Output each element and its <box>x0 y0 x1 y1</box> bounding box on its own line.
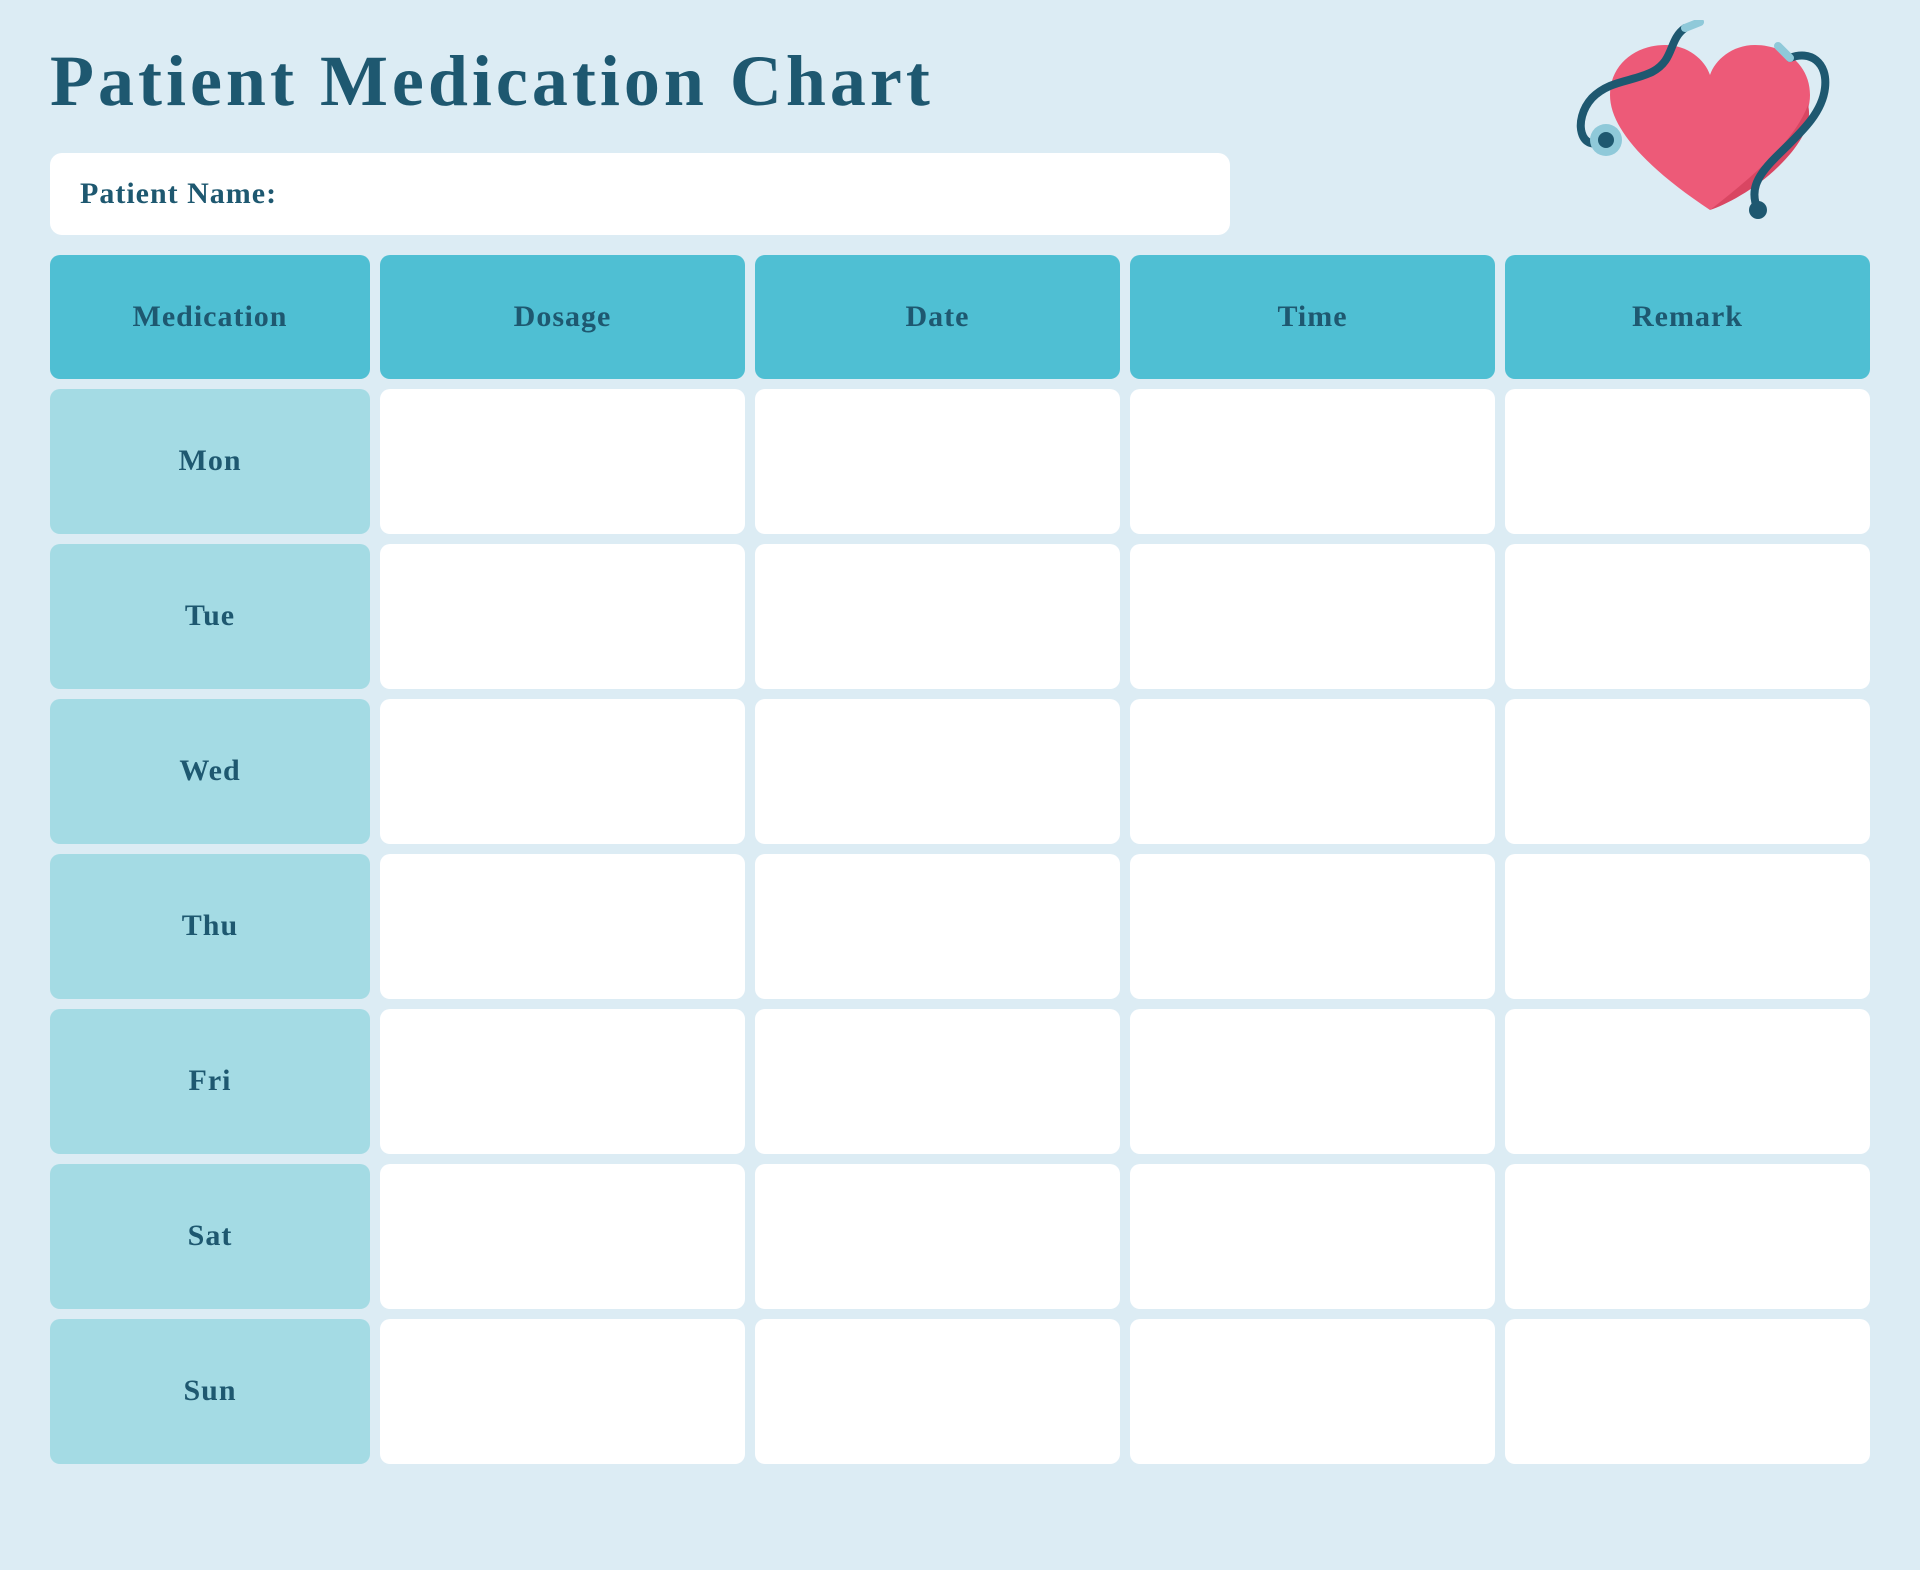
cell-wed-remark[interactable] <box>1505 699 1870 844</box>
cell-sun-date[interactable] <box>755 1319 1120 1464</box>
row-header-sun: Sun <box>50 1319 370 1464</box>
cell-fri-date[interactable] <box>755 1009 1120 1154</box>
column-header-time: Time <box>1130 255 1495 379</box>
cell-sat-date[interactable] <box>755 1164 1120 1309</box>
row-header-fri: Fri <box>50 1009 370 1154</box>
cell-mon-time[interactable] <box>1130 389 1495 534</box>
cell-tue-dosage[interactable] <box>380 544 745 689</box>
column-header-date: Date <box>755 255 1120 379</box>
cell-tue-time[interactable] <box>1130 544 1495 689</box>
cell-wed-date[interactable] <box>755 699 1120 844</box>
cell-thu-dosage[interactable] <box>380 854 745 999</box>
cell-tue-remark[interactable] <box>1505 544 1870 689</box>
cell-fri-time[interactable] <box>1130 1009 1495 1154</box>
column-header-remark: Remark <box>1505 255 1870 379</box>
heart-stethoscope-icon <box>1560 20 1860 240</box>
cell-thu-date[interactable] <box>755 854 1120 999</box>
row-header-mon: Mon <box>50 389 370 534</box>
cell-mon-remark[interactable] <box>1505 389 1870 534</box>
column-header-dosage: Dosage <box>380 255 745 379</box>
cell-sun-time[interactable] <box>1130 1319 1495 1464</box>
cell-fri-remark[interactable] <box>1505 1009 1870 1154</box>
cell-sat-remark[interactable] <box>1505 1164 1870 1309</box>
cell-wed-time[interactable] <box>1130 699 1495 844</box>
cell-sat-dosage[interactable] <box>380 1164 745 1309</box>
row-header-wed: Wed <box>50 699 370 844</box>
patient-name-field[interactable]: Patient Name: <box>50 153 1230 235</box>
column-header-medication: Medication <box>50 255 370 379</box>
header: Patient Medication Chart Patient Name: <box>50 40 1870 235</box>
cell-sun-dosage[interactable] <box>380 1319 745 1464</box>
cell-fri-dosage[interactable] <box>380 1009 745 1154</box>
row-header-tue: Tue <box>50 544 370 689</box>
cell-mon-dosage[interactable] <box>380 389 745 534</box>
row-header-sat: Sat <box>50 1164 370 1309</box>
cell-tue-date[interactable] <box>755 544 1120 689</box>
cell-thu-remark[interactable] <box>1505 854 1870 999</box>
cell-sun-remark[interactable] <box>1505 1319 1870 1464</box>
patient-name-label: Patient Name: <box>80 177 277 210</box>
cell-mon-date[interactable] <box>755 389 1120 534</box>
cell-wed-dosage[interactable] <box>380 699 745 844</box>
cell-thu-time[interactable] <box>1130 854 1495 999</box>
row-header-thu: Thu <box>50 854 370 999</box>
cell-sat-time[interactable] <box>1130 1164 1495 1309</box>
medication-grid: MedicationDosageDateTimeRemark MonTueWedT… <box>50 255 1870 1464</box>
